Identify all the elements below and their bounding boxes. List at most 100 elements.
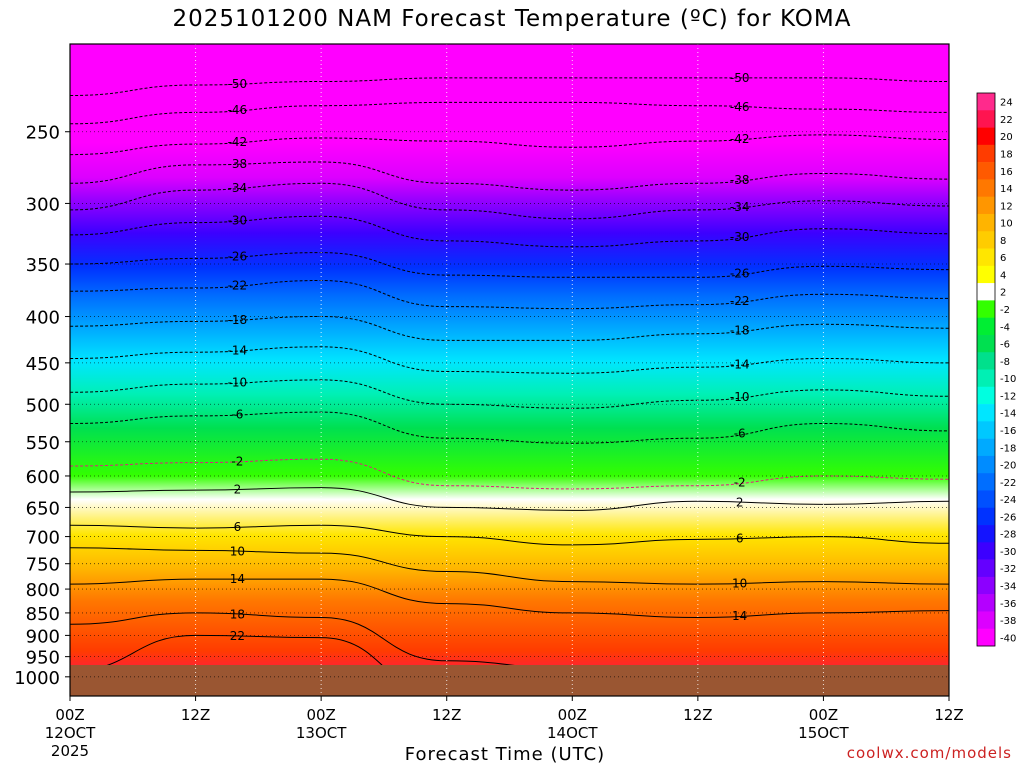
isotherm-label: -6: [734, 426, 746, 440]
isotherm-label: -38: [228, 157, 248, 171]
y-tick-label: 400: [26, 308, 60, 329]
colorbar-cell: [977, 231, 995, 249]
x-tick-label: 12Z: [934, 706, 963, 724]
y-tick-label: 900: [26, 626, 60, 647]
colorbar-cell: [977, 507, 995, 526]
colorbar-cell: [977, 421, 995, 439]
x-tick-label: 12Z: [432, 706, 461, 724]
x-tick-label: 12Z: [181, 706, 210, 724]
isotherm-label: -38: [730, 173, 750, 187]
isotherm-label: -46: [730, 100, 750, 114]
colorbar-label: -28: [1000, 530, 1016, 541]
isotherm-label: -10: [228, 376, 248, 390]
x-tick-year: 2025: [51, 742, 89, 760]
colorbar-cell: [977, 628, 995, 647]
colorbar-cell: [977, 283, 995, 301]
colorbar-cell: [977, 265, 995, 284]
colorbar-label: -6: [1000, 340, 1010, 351]
colorbar-cell: [977, 317, 995, 336]
isotherm-label: -34: [228, 181, 248, 195]
colorbar-cell: [977, 386, 995, 405]
plot-frame: [69, 43, 950, 697]
y-tick-label: 600: [26, 467, 60, 488]
colorbar-cell: [977, 93, 995, 111]
isotherm-label: -14: [730, 357, 750, 371]
grid-lines: [70, 44, 949, 696]
isotherm-label: 10: [230, 544, 245, 558]
y-tick-label: 800: [26, 580, 60, 601]
y-tick-label: 650: [26, 498, 60, 519]
colorbar-label: 10: [1000, 219, 1013, 230]
colorbar-label: 6: [1000, 253, 1006, 264]
isotherm-line: [70, 458, 949, 490]
source-credit: coolwx.com/models: [846, 744, 1012, 762]
isotherm-label: -42: [730, 132, 750, 146]
isotherm-label: -10: [730, 390, 750, 404]
isotherm-line: [70, 487, 949, 511]
y-tick-label: 950: [26, 648, 60, 669]
colorbar-label: 2: [1000, 288, 1006, 299]
colorbar-label: 4: [1000, 271, 1006, 282]
isotherm-label: -42: [228, 135, 248, 149]
y-tick-label: 350: [26, 255, 60, 276]
colorbar-cell: [977, 404, 995, 422]
x-tick-date: 15OCT: [798, 724, 849, 742]
x-tick-label: 12Z: [683, 706, 712, 724]
colorbar-label: 16: [1000, 167, 1013, 178]
colorbar-cell: [977, 559, 995, 578]
y-tick-label: 850: [26, 604, 60, 625]
isotherm-label: -26: [228, 250, 248, 264]
colorbar-cell: [977, 127, 995, 146]
isotherm-label: -18: [228, 313, 248, 327]
isotherm-label: -26: [730, 267, 750, 281]
colorbar-cell: [977, 473, 995, 491]
x-tick-label: 00Z: [55, 706, 84, 724]
x-tick-label: 00Z: [809, 706, 838, 724]
isotherm-label: -14: [228, 343, 248, 357]
y-tick-label: 300: [26, 194, 60, 215]
isotherm-line: [70, 578, 949, 619]
chart-title: 2025101200 NAM Forecast Temperature (ºC)…: [172, 6, 852, 32]
ground-surface: [70, 665, 949, 696]
colorbar-label: 18: [1000, 150, 1013, 161]
colorbar-label: -32: [1000, 564, 1016, 575]
colorbar-cell: [977, 455, 995, 474]
colorbar-label: -34: [1000, 582, 1016, 593]
colorbar-label: -18: [1000, 443, 1016, 454]
colorbar-label: -30: [1000, 547, 1016, 558]
isotherm-label: 6: [736, 532, 744, 546]
isotherm-line: [70, 634, 949, 696]
isotherm-label: -30: [228, 214, 248, 228]
isotherm-line: [70, 161, 949, 191]
isotherm-label: 2: [736, 495, 744, 509]
colorbar-cell: [977, 525, 995, 543]
colorbar-label: -16: [1000, 426, 1016, 437]
isotherm-line: [70, 524, 949, 546]
colorbar-cell: [977, 369, 995, 388]
isotherm-label: 2: [234, 482, 242, 496]
colorbar-label: 20: [1000, 132, 1013, 143]
colorbar-label: -40: [1000, 633, 1016, 644]
y-tick-label: 250: [26, 123, 60, 144]
colorbar-cell: [977, 213, 995, 232]
isotherm-line: [70, 215, 949, 248]
plot-area: -50 -50-46 -46-42 -42-38-38-34-34-30-30-26-…: [70, 44, 949, 696]
colorbar-cell: [977, 162, 995, 180]
colorbar-label: -22: [1000, 478, 1016, 489]
isotherm-label: -30: [730, 230, 750, 244]
x-tick-date: 13OCT: [296, 724, 347, 742]
x-axis-label: Forecast Time (UTC): [404, 744, 606, 765]
colorbar-cell: [977, 300, 995, 318]
isotherm-line: [70, 411, 949, 444]
y-tick-label: 750: [26, 555, 60, 576]
y-axis: 2503003504004505005506006507007508008509…: [14, 123, 70, 689]
isotherm-line: [70, 182, 949, 220]
isotherm-line: [70, 379, 949, 409]
isotherm-label: -22: [730, 294, 750, 308]
x-tick-label: 00Z: [306, 706, 335, 724]
isotherm-label: 14: [732, 609, 747, 623]
colorbar-label: 24: [1000, 98, 1013, 109]
x-tick-date: 12OCT: [45, 724, 96, 742]
